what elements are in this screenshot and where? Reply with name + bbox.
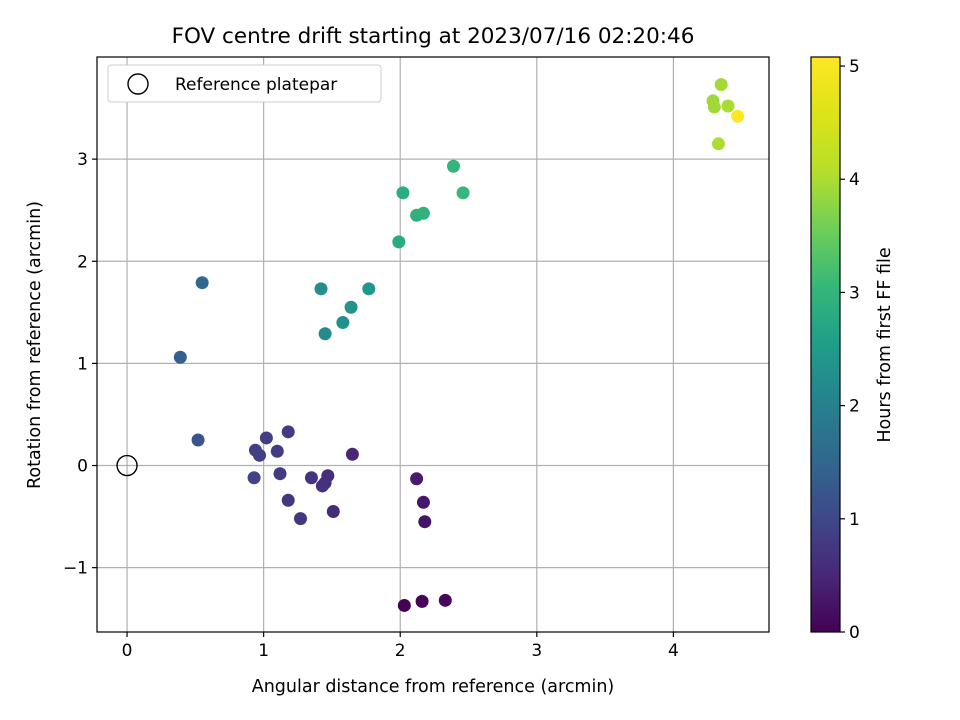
y-tick-label: −1	[63, 559, 88, 579]
colorbar-tick-label: 1	[849, 510, 860, 530]
scatter-point	[344, 300, 358, 314]
reference-layer	[116, 454, 138, 477]
scatter-point	[294, 512, 308, 526]
x-tick-label: 1	[258, 641, 269, 661]
legend-marker-reference	[127, 73, 149, 95]
x-tick-label: 4	[668, 641, 679, 661]
scatter-point	[396, 186, 410, 200]
plot-frame	[96, 56, 770, 633]
scatter-point	[362, 282, 376, 296]
colorbar-tick-label: 0	[849, 623, 860, 643]
scatter-point	[281, 493, 295, 507]
data-points	[173, 78, 745, 612]
scatter-point	[415, 594, 429, 608]
scatter-point	[273, 467, 287, 481]
scatter-point	[281, 425, 295, 439]
y-axis-label: Rotation from reference (arcmin)	[25, 201, 45, 489]
scatter-point	[456, 186, 470, 200]
x-tick-label: 3	[531, 641, 542, 661]
scatter-point	[314, 282, 328, 296]
x-axis-ticks: 0 1 2 3 4	[122, 632, 679, 661]
y-tick-label: 1	[77, 354, 88, 374]
scatter-point	[397, 598, 411, 612]
colorbar-ticks: 0 1 2 3 4 5	[840, 57, 860, 643]
colorbar	[810, 56, 841, 633]
colorbar-tick-label: 4	[849, 170, 860, 190]
x-axis-label: Angular distance from reference (arcmin)	[252, 677, 615, 697]
scatter-point	[304, 471, 318, 485]
x-tick-label: 2	[395, 641, 406, 661]
scatter-point	[416, 206, 430, 220]
chart-title: FOV centre drift starting at 2023/07/16 …	[172, 24, 695, 49]
scatter-point	[191, 433, 205, 447]
y-tick-label: 0	[77, 457, 88, 477]
scatter-point	[446, 159, 460, 173]
scatter-point	[173, 350, 187, 364]
legend-box	[107, 64, 382, 103]
scatter-point	[326, 504, 340, 518]
reference-platepar-point	[116, 454, 138, 477]
colorbar-tick-label: 3	[849, 283, 860, 303]
colorbar-label: Hours from first FF file	[875, 247, 895, 442]
scatter-point	[438, 593, 452, 607]
colorbar-tick-label: 5	[849, 57, 860, 77]
scatter-point	[336, 316, 350, 330]
scatter-point	[416, 495, 430, 509]
legend: Reference platepar	[107, 64, 382, 103]
scatter-point	[711, 137, 725, 151]
scatter-point	[721, 99, 735, 113]
y-tick-label: 2	[77, 252, 88, 272]
scatter-point	[392, 235, 406, 249]
scatter-point	[410, 472, 424, 486]
colorbar-tick-label: 2	[849, 397, 860, 417]
scatter-point	[714, 78, 728, 92]
scatter-point	[195, 276, 209, 290]
scatter-point	[259, 431, 273, 445]
y-tick-label: 3	[77, 150, 88, 170]
gridlines	[97, 57, 769, 632]
scatter-point	[345, 447, 359, 461]
scatter-point	[247, 471, 261, 485]
scatter-point	[707, 100, 721, 114]
scatter-point	[318, 327, 332, 341]
scatter-point	[248, 443, 262, 457]
x-tick-label: 0	[122, 641, 133, 661]
y-axis-ticks: −1 0 1 2 3	[63, 150, 97, 579]
scatter-point	[270, 444, 284, 458]
scatter-point	[418, 515, 432, 529]
legend-label: Reference platepar	[175, 75, 337, 95]
scatter-point	[315, 479, 329, 493]
scatter-point	[731, 109, 745, 123]
